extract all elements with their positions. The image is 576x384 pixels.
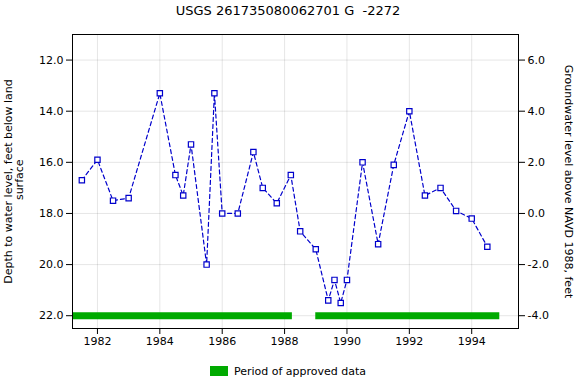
html-text:USGS 261735080062701 G -2272: USGS 261735080062701 G -2272: [175, 3, 401, 18]
svg-text:1984: 1984: [146, 335, 174, 348]
svg-text:16.0: 16.0: [39, 156, 64, 169]
svg-text:4.0: 4.0: [528, 105, 546, 118]
svg-text:Groundwater level above NAVD 1: Groundwater level above NAVD 1988, feet: [562, 65, 575, 299]
svg-text:18.0: 18.0: [39, 207, 64, 220]
svg-text:22.0: 22.0: [39, 309, 64, 322]
svg-text:1990: 1990: [333, 335, 361, 348]
svg-text:-4.0: -4.0: [528, 309, 549, 322]
html-text:Period of approved data: Period of approved data: [233, 364, 367, 378]
svg-text:1992: 1992: [395, 335, 423, 348]
svg-text:0.0: 0.0: [528, 207, 546, 220]
svg-text:Depth to water level, feet bel: Depth to water level, feet below land su…: [2, 79, 26, 284]
svg-text:1986: 1986: [208, 335, 236, 348]
svg-text:14.0: 14.0: [39, 105, 64, 118]
svg-text:1994: 1994: [458, 335, 486, 348]
svg-text:1982: 1982: [83, 335, 111, 348]
svg-text:2.0: 2.0: [528, 156, 546, 169]
svg-text:6.0: 6.0: [528, 54, 546, 67]
svg-text:-2.0: -2.0: [528, 258, 549, 271]
svg-text:12.0: 12.0: [39, 54, 64, 67]
svg-text:1988: 1988: [271, 335, 299, 348]
svg-text:20.0: 20.0: [39, 258, 64, 271]
